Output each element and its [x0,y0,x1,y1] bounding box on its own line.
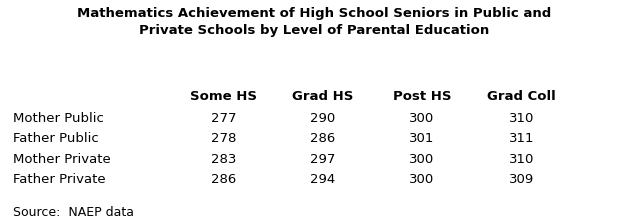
Text: Father Private: Father Private [13,173,105,186]
Text: Father Public: Father Public [13,132,98,145]
Text: 301: 301 [409,132,435,145]
Text: Mother Public: Mother Public [13,112,103,125]
Text: Post HS: Post HS [392,90,452,103]
Text: 300: 300 [409,173,435,186]
Text: 283: 283 [211,153,236,166]
Text: 300: 300 [409,112,435,125]
Text: Some HS: Some HS [190,90,257,103]
Text: 278: 278 [211,132,236,145]
Text: 286: 286 [310,132,335,145]
Text: Source:  NAEP data: Source: NAEP data [13,206,133,219]
Text: 294: 294 [310,173,335,186]
Text: Mathematics Achievement of High School Seniors in Public and
Private Schools by : Mathematics Achievement of High School S… [77,7,552,37]
Text: Grad Coll: Grad Coll [487,90,556,103]
Text: 297: 297 [310,153,335,166]
Text: Grad HS: Grad HS [292,90,353,103]
Text: 277: 277 [211,112,236,125]
Text: 300: 300 [409,153,435,166]
Text: 310: 310 [509,112,534,125]
Text: 309: 309 [509,173,534,186]
Text: 311: 311 [509,132,534,145]
Text: 290: 290 [310,112,335,125]
Text: 286: 286 [211,173,236,186]
Text: Mother Private: Mother Private [13,153,110,166]
Text: 310: 310 [509,153,534,166]
